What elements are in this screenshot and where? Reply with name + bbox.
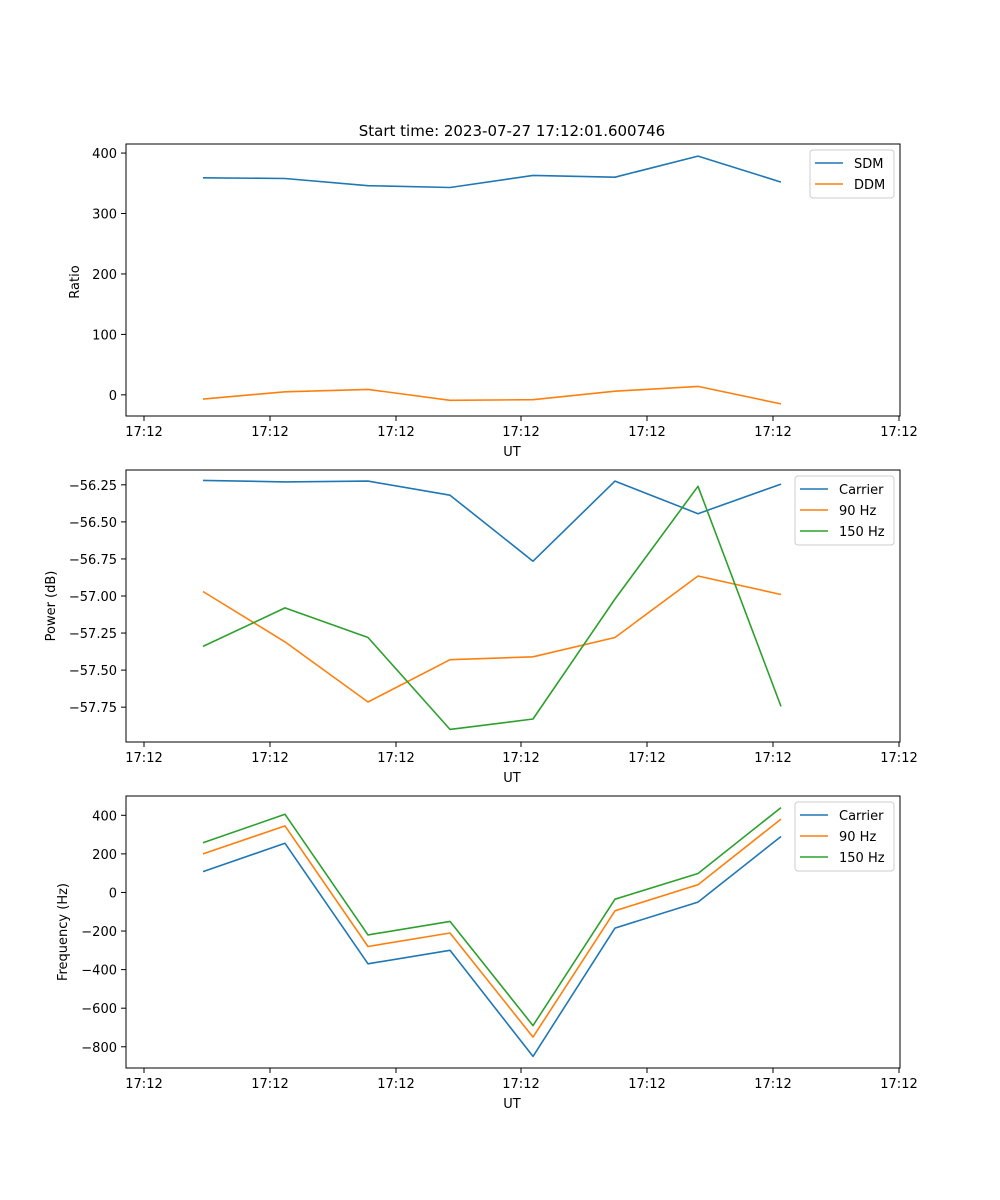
x-tick-label: 17:12	[754, 751, 791, 766]
legend-label: 150 Hz	[839, 525, 885, 540]
y-tick-label: 400	[92, 147, 117, 162]
x-tick-label: 17:12	[377, 1077, 414, 1092]
series-line-90-hz	[202, 818, 782, 1038]
series-line-carrier	[202, 835, 782, 1058]
legend-label: Carrier	[839, 483, 884, 498]
y-tick-label: −800	[81, 1041, 117, 1056]
y-tick-label: −400	[81, 964, 117, 979]
x-tick-label: 17:12	[125, 1077, 162, 1092]
x-tick-label: 17:12	[754, 425, 791, 440]
y-tick-label: −56.50	[69, 516, 117, 531]
legend-box	[794, 801, 895, 872]
power-panel: UT Power (dB) 17:12 17:12 17:12 17:12 17:12 1…	[44, 469, 918, 786]
series-line-carrier	[202, 479, 782, 563]
y-axis-label: Frequency (Hz)	[56, 883, 71, 981]
y-tick-label: −57.00	[69, 590, 117, 605]
x-axis-label: UT	[503, 445, 521, 460]
ratio-panel: Start time: 2023-07-27 17:12:01.600746 U…	[68, 122, 918, 460]
x-tick-label: 17:12	[880, 1077, 917, 1092]
x-tick-label: 17:12	[502, 1077, 539, 1092]
x-tick-label: 17:12	[502, 425, 539, 440]
x-tick-label: 17:12	[125, 425, 162, 440]
series-line-150-hz	[202, 485, 782, 731]
y-tick-label: −57.75	[69, 701, 117, 716]
x-tick-label: 17:12	[628, 751, 665, 766]
series-line-sdm	[202, 155, 782, 189]
x-tick-label: 17:12	[628, 425, 665, 440]
legend-label: Carrier	[839, 809, 884, 824]
x-tick-label: 17:12	[880, 425, 917, 440]
y-axis-label: Ratio	[68, 265, 83, 298]
series-line-150-hz	[202, 806, 782, 1027]
y-tick-label: −57.50	[69, 664, 117, 679]
legend-label: DDM	[854, 178, 885, 193]
y-tick-label: −200	[81, 925, 117, 940]
x-tick-label: 17:12	[377, 425, 414, 440]
y-tick-label: 0	[109, 389, 117, 404]
y-axis-label: Power (dB)	[44, 571, 59, 642]
series-line-90-hz	[202, 575, 782, 703]
legend-label: 150 Hz	[839, 851, 885, 866]
frequency-panel: UT Frequency (Hz) 17:12 17:12 17:12 17:12 17…	[56, 795, 918, 1112]
y-tick-label: 200	[92, 268, 117, 283]
y-tick-label: 200	[92, 848, 117, 863]
y-tick-label: 100	[92, 328, 117, 343]
legend-box	[809, 149, 895, 199]
y-tick-label: −56.75	[69, 553, 117, 568]
legend-label: SDM	[854, 157, 883, 172]
x-tick-label: 17:12	[251, 751, 288, 766]
x-axis-label: UT	[503, 1097, 521, 1112]
y-tick-label: −56.25	[69, 479, 117, 494]
y-tick-label: −600	[81, 1002, 117, 1017]
x-tick-label: 17:12	[125, 751, 162, 766]
legend-label: 90 Hz	[839, 504, 876, 519]
y-tick-label: −57.25	[69, 627, 117, 642]
y-tick-label: 0	[109, 886, 117, 901]
chart-title: Start time: 2023-07-27 17:12:01.600746	[359, 122, 665, 140]
x-tick-label: 17:12	[502, 751, 539, 766]
x-tick-label: 17:12	[880, 751, 917, 766]
y-tick-label: 300	[92, 208, 117, 223]
axes-frame	[125, 795, 901, 1069]
x-tick-label: 17:12	[754, 1077, 791, 1092]
legend-label: 90 Hz	[839, 830, 876, 845]
legend-box	[794, 475, 895, 546]
y-tick-label: 400	[92, 809, 117, 824]
x-axis-label: UT	[503, 771, 521, 786]
x-tick-label: 17:12	[628, 1077, 665, 1092]
axes-frame	[125, 143, 901, 417]
x-tick-label: 17:12	[251, 425, 288, 440]
axes-frame	[125, 469, 901, 743]
series-line-ddm	[202, 385, 782, 405]
x-tick-label: 17:12	[251, 1077, 288, 1092]
x-tick-label: 17:12	[377, 751, 414, 766]
